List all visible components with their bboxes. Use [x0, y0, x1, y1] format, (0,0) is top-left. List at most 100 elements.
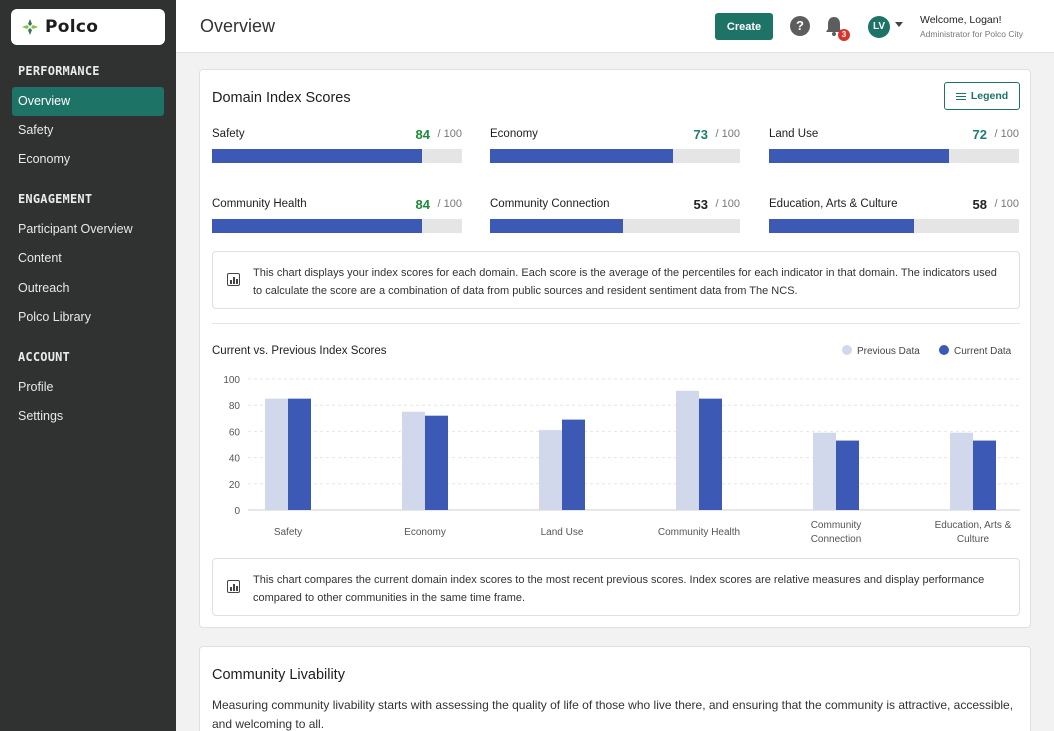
x-tick-label: Education, Arts & — [935, 520, 1012, 531]
info-text: This chart compares the current domain i… — [253, 574, 985, 604]
score-max: / 100 — [994, 198, 1019, 210]
chart-title: Current vs. Previous Index Scores — [212, 345, 387, 357]
legend-button-label: Legend — [970, 90, 1009, 102]
x-tick-label: Land Use — [541, 527, 584, 538]
legend-button[interactable]: Legend — [944, 82, 1020, 110]
score-bar-track — [769, 219, 1019, 233]
top-header: Overview Create ? 3 LV Welcome, Logan! A… — [176, 0, 1054, 53]
x-tick-label: Safety — [274, 527, 302, 538]
x-tick-label: Economy — [404, 527, 446, 538]
sidebar-item-settings[interactable]: Settings — [18, 409, 64, 423]
score-name: Land Use — [769, 128, 819, 140]
legend-label-current: Current Data — [954, 346, 1012, 357]
score-land-use: Land Use 72 / 100 — [769, 127, 1019, 168]
bar-current — [973, 440, 996, 510]
bar-previous — [539, 430, 562, 510]
legend-label-previous: Previous Data — [857, 346, 920, 357]
score-name: Economy — [490, 128, 538, 140]
welcome-text: Welcome, Logan! — [920, 14, 1002, 26]
score-max: / 100 — [715, 128, 740, 140]
score-bar-track — [212, 149, 462, 163]
livability-text: Measuring community livability starts wi… — [212, 698, 1014, 731]
score-bar-track — [212, 219, 462, 233]
sidebar-item-polco-library[interactable]: Polco Library — [18, 310, 91, 324]
sidebar-item-economy[interactable]: Economy — [18, 152, 71, 166]
logo-text: Polco — [45, 17, 99, 37]
bar-chart: 0 20 40 60 80 100 Safety Economy Land Use Communi… — [223, 375, 1020, 545]
y-tick-label: 40 — [229, 454, 241, 465]
sidebar-item-safety[interactable]: Safety — [18, 123, 54, 137]
chart-info-icon — [227, 580, 240, 593]
score-value: 58 — [972, 197, 987, 212]
score-bar-track — [769, 149, 1019, 163]
sidebar-item-overview[interactable]: Overview — [12, 87, 164, 116]
score-name: Education, Arts & Culture — [769, 198, 898, 210]
score-bar-fill — [490, 149, 673, 163]
sidebar-item-participant-overview[interactable]: Participant Overview — [18, 222, 133, 236]
score-name: Safety — [212, 128, 245, 140]
domain-index-card: Domain Index Scores Legend Safety 84 / 100… — [199, 69, 1031, 628]
y-tick-label: 100 — [223, 375, 240, 386]
chart-info-icon — [227, 273, 240, 286]
help-icon[interactable]: ? — [790, 16, 810, 36]
bar-previous — [813, 432, 836, 510]
score-safety: Safety 84 / 100 — [212, 127, 462, 168]
user-role: Administrator for Polco City — [920, 29, 1023, 39]
page-title: Overview — [200, 16, 276, 36]
logo[interactable]: Polco — [11, 9, 165, 45]
score-community-health: Community Health 84 / 100 — [212, 197, 462, 238]
nav-section-account: ACCOUNT — [18, 350, 70, 364]
bar-current — [425, 415, 448, 510]
community-livability-card: Community Livability Measuring community… — [199, 646, 1031, 731]
legend-swatch-current — [939, 345, 949, 355]
score-max: / 100 — [437, 198, 462, 210]
info-box-scores: This chart displays your index scores fo… — [212, 251, 1020, 309]
polco-logo-icon — [21, 18, 39, 36]
score-value: 73 — [693, 127, 708, 142]
bar-previous — [402, 411, 425, 510]
nav-section-engagement: ENGAGEMENT — [18, 192, 93, 206]
y-tick-label: 20 — [229, 480, 241, 491]
create-button[interactable]: Create — [715, 13, 773, 40]
notification-badge: 3 — [838, 29, 850, 41]
score-value: 84 — [415, 127, 430, 142]
sidebar-item-profile[interactable]: Profile — [18, 380, 54, 394]
score-name: Community Health — [212, 198, 307, 210]
score-value: 53 — [693, 197, 708, 212]
chevron-down-icon[interactable] — [895, 22, 903, 27]
sidebar: Polco PERFORMANCE Overview Safety Economy EN… — [0, 0, 176, 731]
bar-previous — [676, 390, 699, 510]
score-bar-fill — [490, 219, 623, 233]
score-value: 84 — [415, 197, 430, 212]
legend-previous: Previous Data — [842, 345, 920, 357]
x-tick-label: Community — [811, 520, 862, 531]
y-tick-label: 80 — [229, 401, 241, 412]
score-name: Community Connection — [490, 198, 610, 210]
score-value: 72 — [972, 127, 987, 142]
score-max: / 100 — [715, 198, 740, 210]
score-bar-track — [490, 149, 740, 163]
sidebar-item-outreach[interactable]: Outreach — [18, 281, 70, 295]
score-bar-fill — [769, 149, 949, 163]
divider — [212, 323, 1020, 324]
list-icon — [955, 92, 966, 100]
bar-current — [288, 398, 311, 510]
x-tick-label: Culture — [957, 534, 990, 545]
info-text: This chart displays your index scores fo… — [253, 267, 997, 297]
score-education-arts-culture: Education, Arts & Culture 58 / 100 — [769, 197, 1019, 238]
score-max: / 100 — [437, 128, 462, 140]
legend-current: Current Data — [939, 345, 1011, 357]
card-title: Community Livability — [212, 667, 345, 683]
avatar[interactable]: LV — [868, 16, 890, 38]
sidebar-item-content[interactable]: Content — [18, 251, 62, 265]
bell-icon[interactable] — [824, 15, 844, 37]
score-bar-fill — [212, 149, 422, 163]
nav-section-performance: PERFORMANCE — [18, 64, 100, 78]
bar-current — [699, 398, 722, 510]
score-bar-fill — [212, 219, 422, 233]
bar-previous — [265, 398, 288, 510]
y-tick-label: 0 — [234, 506, 240, 517]
x-tick-label: Connection — [811, 534, 862, 545]
info-box-comparison: This chart compares the current domain i… — [212, 558, 1020, 616]
score-economy: Economy 73 / 100 — [490, 127, 740, 168]
